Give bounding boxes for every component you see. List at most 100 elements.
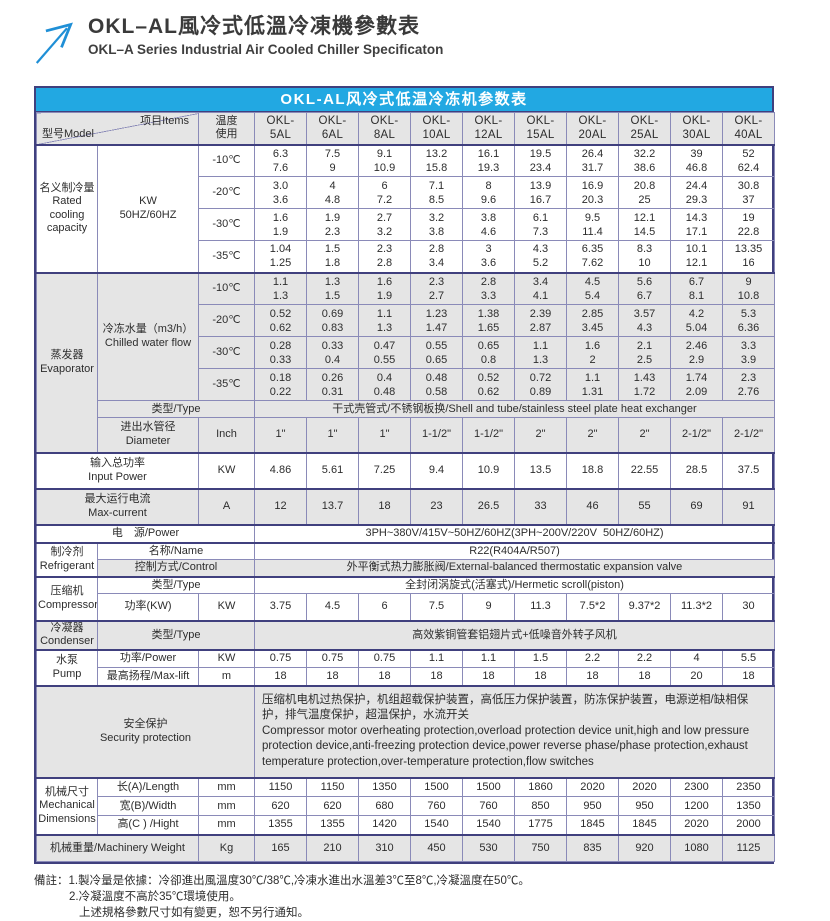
refrigerant-name-label: 名称/Name [97, 541, 255, 560]
spec-value-r11-c4: 7.25 [358, 451, 411, 489]
table-row: 进出水管径 Diameter Inch 1" 1" 1" 1-1/2" 1-1/2" 2" 2" 2… [37, 417, 775, 453]
table-row: 安全保护 Security protection 压缩机电机过热保护，机组超载保护装… [36, 684, 775, 778]
temp-cell: -30℃ [198, 336, 255, 369]
spec-value-r11-c7: 13.5 [514, 451, 567, 489]
spec-value-r24-c2: 1355 [254, 815, 307, 835]
spec-value-r20-c8: 18 [566, 667, 619, 686]
power-supply-label: 电 源/Power [36, 523, 255, 543]
model-header-30al: OKL- 30AL [670, 112, 723, 145]
input-power-label: 输入总功率 Input Power [36, 451, 199, 489]
spec-value-r6-c4: 1.23 1.47 [410, 304, 463, 337]
spec-value-r7-c9: 2.46 2.9 [670, 336, 723, 369]
condenser-label: 冷凝器 Condenser [36, 619, 98, 650]
spec-value-r5-c11: 6.7 8.1 [670, 271, 723, 305]
spec-value-r10-c9: 2" [618, 417, 671, 453]
model-header-6al: OKL- 6AL [306, 112, 359, 145]
table-row: 最高扬程/Max-lift m 18 18 18 18 18 18 18 18 20 18 [37, 667, 775, 686]
mechanical-dimensions-label: 机械尺寸 Mechanical Dimensions [36, 776, 98, 835]
spec-value-r20-c2: 18 [254, 667, 307, 686]
model-header-15al: OKL- 15AL [514, 112, 567, 145]
spec-value-r11-c10: 28.5 [670, 451, 723, 489]
spec-value-r10-c10: 2-1/2" [670, 417, 723, 453]
spec-value-r6-c6: 2.39 2.87 [514, 304, 567, 337]
compressor-power-label: 功率(KW) [97, 593, 199, 621]
spec-value-r23-c6: 760 [462, 796, 515, 816]
spec-value-r19-c3: 0.75 [254, 648, 307, 668]
spec-value-r4-c1: 1.04 1.25 [254, 240, 307, 273]
spec-value-r19-c5: 0.75 [358, 648, 411, 668]
spec-value-r11-c2: 4.86 [254, 451, 307, 489]
spec-value-r22-c10: 2020 [618, 776, 671, 797]
spec-value-r23-c5: 760 [410, 796, 463, 816]
temp-cell: -35℃ [198, 368, 255, 401]
spec-value-r5-c3: 1.1 1.3 [254, 271, 307, 305]
spec-value-r12-c7: 33 [514, 487, 567, 525]
model-items-corner: 项目Items 型号Model [36, 112, 199, 145]
spec-value-r19-c8: 1.5 [514, 648, 567, 668]
length-unit: mm [198, 776, 255, 797]
spec-value-r20-c10: 20 [670, 667, 723, 686]
spec-value-r1-c10: 32.2 38.6 [618, 143, 671, 177]
spec-value-r1-c7: 16.1 19.3 [462, 143, 515, 177]
spec-value-r17-c10: 11.3*2 [670, 593, 723, 621]
spec-value-r25-c3: 210 [306, 833, 359, 862]
spec-value-r17-c3: 4.5 [306, 593, 359, 621]
spec-value-r4-c7: 6.35 7.62 [566, 240, 619, 273]
spec-value-r2-c1: 3.0 3.6 [254, 176, 307, 209]
control-label: 控制方式/Control [97, 559, 255, 577]
spec-value-r1-c3: 6.3 7.6 [254, 143, 307, 177]
spec-value-r17-c2: 3.75 [254, 593, 307, 621]
spec-value-r25-c6: 530 [462, 833, 515, 862]
spec-value-r8-c10: 2.3 2.76 [722, 368, 775, 401]
condenser-type-value: 高效紫铜管套铝翅片式+低噪音外转子风机 [254, 619, 775, 650]
spec-value-r12-c2: 12 [254, 487, 307, 525]
spec-value-r22-c12: 2350 [722, 776, 775, 797]
spec-value-r6-c2: 0.69 0.83 [306, 304, 359, 337]
spec-value-r3-c3: 2.7 3.2 [358, 208, 411, 241]
spec-value-r8-c3: 0.4 0.48 [358, 368, 411, 401]
spec-value-r5-c12: 9 10.8 [722, 271, 775, 305]
spec-value-r8-c2: 0.26 0.31 [306, 368, 359, 401]
table-row: -30℃ 1.6 1.9 1.9 2.3 2.7 3.2 3.2 3.8 3.8 4.6 6.1 7.3… [37, 208, 775, 241]
spec-value-r7-c7: 1.6 2 [566, 336, 619, 369]
footnote-2: 2.冷凝溫度不高於35℃環境使用。 [69, 891, 241, 903]
spec-value-r11-c6: 10.9 [462, 451, 515, 489]
spec-value-r20-c3: 18 [306, 667, 359, 686]
table-row: 冷凝器 Condenser 类型/Type 高效紫铜管套铝翅片式+低噪音外转子风机 [36, 619, 775, 650]
spec-value-r1-c5: 9.1 10.9 [358, 143, 411, 177]
spec-value-r22-c11: 2300 [670, 776, 723, 797]
spec-value-r3-c9: 14.3 17.1 [670, 208, 723, 241]
spec-value-r4-c10: 13.35 16 [722, 240, 775, 273]
spec-value-r25-c2: 165 [254, 833, 307, 862]
table-row: 最大运行电流 Max-current A 12 13.7 18 23 26.5 33 46 55 69… [36, 487, 775, 525]
spec-value-r12-c3: 13.7 [306, 487, 359, 525]
table-row: 输入总功率 Input Power KW 4.86 5.61 7.25 9.4 10.9 13.… [36, 451, 775, 489]
table-row: 类型/Type 干式壳管式/不锈钢板换/Shell and tube/stainl… [37, 400, 775, 418]
spec-value-r6-c8: 3.57 4.3 [618, 304, 671, 337]
spec-value-r17-c11: 30 [722, 593, 775, 621]
spec-value-r23-c7: 850 [514, 796, 567, 816]
model-header-10al: OKL- 10AL [410, 112, 463, 145]
spec-value-r19-c11: 4 [670, 648, 723, 668]
machinery-weight-label: 机械重量/Machinery Weight [36, 833, 199, 862]
spec-value-r7-c6: 1.1 1.3 [514, 336, 567, 369]
spec-value-r4-c9: 10.1 12.1 [670, 240, 723, 273]
spec-value-r11-c8: 18.8 [566, 451, 619, 489]
spec-value-r17-c7: 11.3 [514, 593, 567, 621]
spec-value-r6-c1: 0.52 0.62 [254, 304, 307, 337]
spec-value-r4-c3: 2.3 2.8 [358, 240, 411, 273]
security-protection-value: 压缩机电机过热保护，机组超载保护装置，高低压力保护装置，防冻保护装置，电源逆相/… [254, 684, 775, 778]
spec-value-r19-c4: 0.75 [306, 648, 359, 668]
spec-value-r1-c9: 26.4 31.7 [566, 143, 619, 177]
spec-value-r8-c6: 0.72 0.89 [514, 368, 567, 401]
spec-value-r7-c8: 2.1 2.5 [618, 336, 671, 369]
spec-value-r25-c9: 920 [618, 833, 671, 862]
temp-cell: -10℃ [198, 143, 255, 177]
spec-value-r23-c4: 680 [358, 796, 411, 816]
spec-value-r10-c6: 1-1/2" [462, 417, 515, 453]
spec-value-r12-c9: 55 [618, 487, 671, 525]
spec-table: 项目Items 型号Model 温度 使用 OKL- 5AL OKL- 6AL OKL- 8AL O… [36, 112, 775, 862]
spec-value-r23-c2: 620 [254, 796, 307, 816]
evaporator-type-value: 干式壳管式/不锈钢板换/Shell and tube/stainless ste… [254, 400, 775, 418]
spec-value-r3-c2: 1.9 2.3 [306, 208, 359, 241]
